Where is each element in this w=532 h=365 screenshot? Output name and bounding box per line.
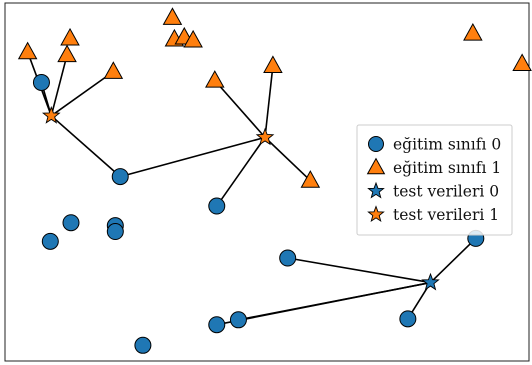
- triangle-point: [57, 44, 77, 63]
- neighbor-link: [264, 136, 311, 182]
- neighbor-link: [287, 257, 431, 284]
- star-point: [421, 272, 440, 291]
- circle-point: [41, 232, 59, 250]
- triangle-point: [263, 55, 283, 73]
- neighbor-link: [264, 65, 274, 138]
- triangle-point: [205, 70, 225, 88]
- legend-marker: [367, 181, 385, 199]
- circle-point: [134, 336, 152, 354]
- neighbor-link: [120, 136, 266, 178]
- legend: eğitim sınıfı 0 eğitim sınıfı 1 test veril…: [356, 124, 513, 236]
- neighbor-link: [216, 136, 266, 207]
- circle-point: [111, 168, 129, 186]
- neighbor-link: [429, 237, 477, 284]
- neighbor-link: [216, 281, 431, 326]
- triangle-point: [60, 27, 80, 46]
- legend-marker: [366, 157, 386, 175]
- circle-point: [399, 310, 417, 328]
- legend-label: test verileri 1: [393, 206, 499, 224]
- neighbor-link: [50, 54, 68, 116]
- neighbor-link: [50, 115, 121, 178]
- circle-point: [208, 197, 226, 215]
- legend-label: test verileri 0: [393, 183, 499, 201]
- legend-marker: [368, 136, 384, 152]
- triangle-point: [162, 7, 183, 25]
- triangle-point: [463, 23, 483, 41]
- circle-point: [208, 316, 226, 334]
- circle-point: [62, 214, 80, 232]
- circle-point: [229, 311, 247, 329]
- triangle-point: [183, 29, 203, 48]
- triangle-point: [300, 170, 321, 188]
- legend-box: [356, 124, 513, 236]
- triangle-point: [512, 53, 532, 71]
- circle-point: [32, 73, 50, 91]
- circle-point: [279, 249, 297, 267]
- data-points: [17, 7, 532, 354]
- legend-label: eğitim sınıfı 0: [393, 136, 501, 154]
- triangle-point: [17, 41, 38, 60]
- circle-point: [106, 223, 124, 241]
- neighbor-link: [50, 71, 114, 117]
- star-point: [255, 127, 275, 146]
- star-point: [41, 106, 61, 124]
- triangle-point: [103, 61, 124, 79]
- neighbor-link: [214, 79, 266, 138]
- legend-label: eğitim sınıfı 1: [393, 159, 501, 177]
- legend-marker: [367, 205, 385, 223]
